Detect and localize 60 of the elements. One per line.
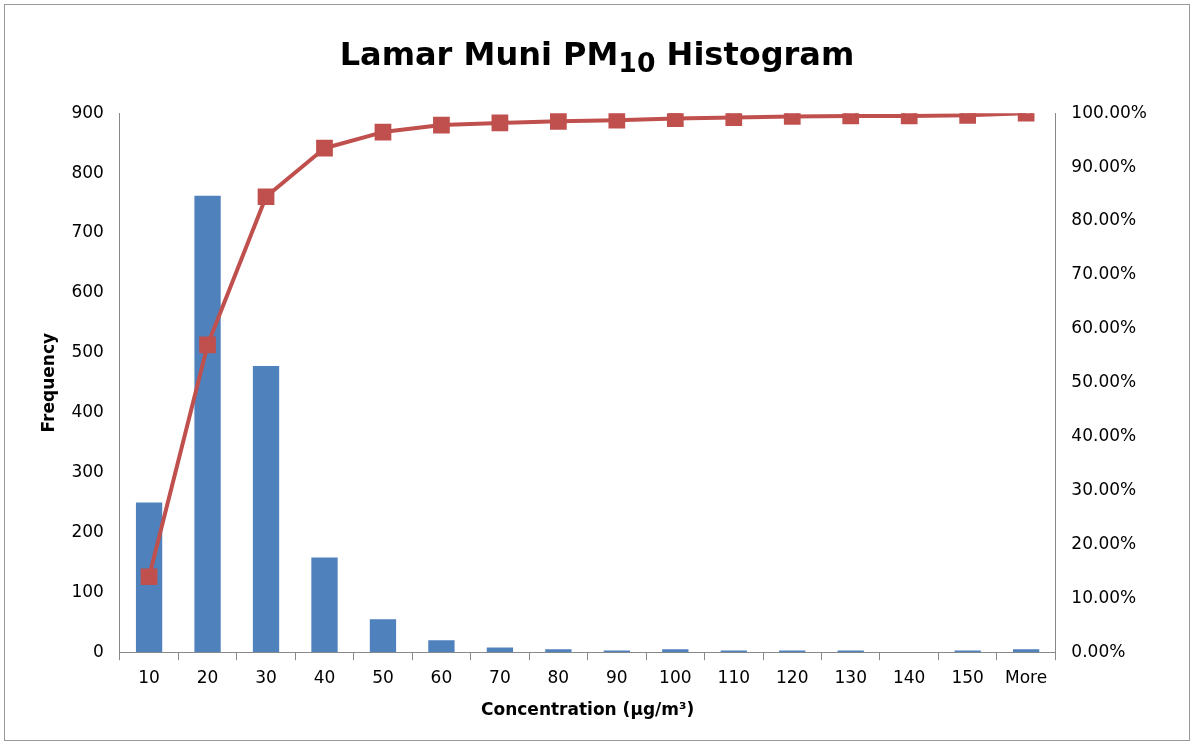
bar [311,557,338,653]
y-tick-label: 0 [93,640,104,661]
x-tick-label: 80 [547,666,570,687]
y-tick-label: 700 [71,221,104,242]
x-tick-label: 40 [313,666,336,687]
bar [428,640,455,653]
point [550,113,567,130]
x-tick-label: 30 [255,666,277,687]
bar [486,647,514,653]
y-tick-label: 100 [71,580,104,601]
x-tick-label: 120 [776,666,809,687]
x-tick-label: 150 [951,666,984,687]
point [140,568,158,586]
x-tick-label: 130 [834,666,867,687]
point [491,114,509,132]
x-tick-label: 140 [892,666,926,687]
x-tick-label: 20 [196,666,219,687]
chart-title: Lamar Muni PM$_{10}$ Histogram [338,35,856,79]
x-tick-label: 110 [717,666,751,687]
point [725,113,743,126]
point [316,139,333,157]
x-tick-label: 100 [659,666,692,687]
y-tick-label: 800 [71,161,104,182]
point [257,188,275,206]
bar [1012,649,1040,653]
y-tick-label: 900 [71,101,104,122]
y2-tick-label: 40.00% [1071,425,1137,446]
y-axis-title: Frequency [37,332,58,433]
y2-tick-label: 90.00% [1071,155,1137,176]
x-tick-label: 90 [606,666,628,687]
y-tick-label: 200 [71,520,104,541]
x-tick-label: 50 [372,666,394,687]
point [666,113,684,127]
y-tick-label: 300 [71,460,104,481]
y2-tick-label: 20.00% [1071,532,1137,553]
y2-tick-label: 0.00% [1071,640,1126,661]
y2-tick-label: 50.00% [1071,371,1137,392]
y2-tick-label: 80.00% [1071,209,1137,230]
bar [252,365,280,653]
bar [369,619,397,653]
y2-tick-label: 10.00% [1071,586,1137,607]
x-tick-label: More [1005,666,1048,687]
y-tick-label: 500 [71,341,104,362]
x-tick-label: 10 [138,666,160,687]
point [374,123,392,141]
y-tick-label: 600 [71,281,104,302]
x-axis-title: Concentration (µg/m³) [481,699,695,720]
y2-tick-label: 30.00% [1071,478,1137,499]
point [433,116,450,134]
bar [194,195,221,653]
y2-tick-label: 70.00% [1071,263,1137,284]
x-tick-label: 70 [489,666,511,687]
point [608,113,626,129]
y2-tick-label: 100.00% [1071,101,1147,122]
y2-tick-label: 60.00% [1071,317,1137,338]
point [199,336,216,354]
y-tick-label: 400 [71,401,104,422]
bar [545,649,572,653]
bar [662,649,689,653]
x-tick-label: 60 [430,666,453,687]
